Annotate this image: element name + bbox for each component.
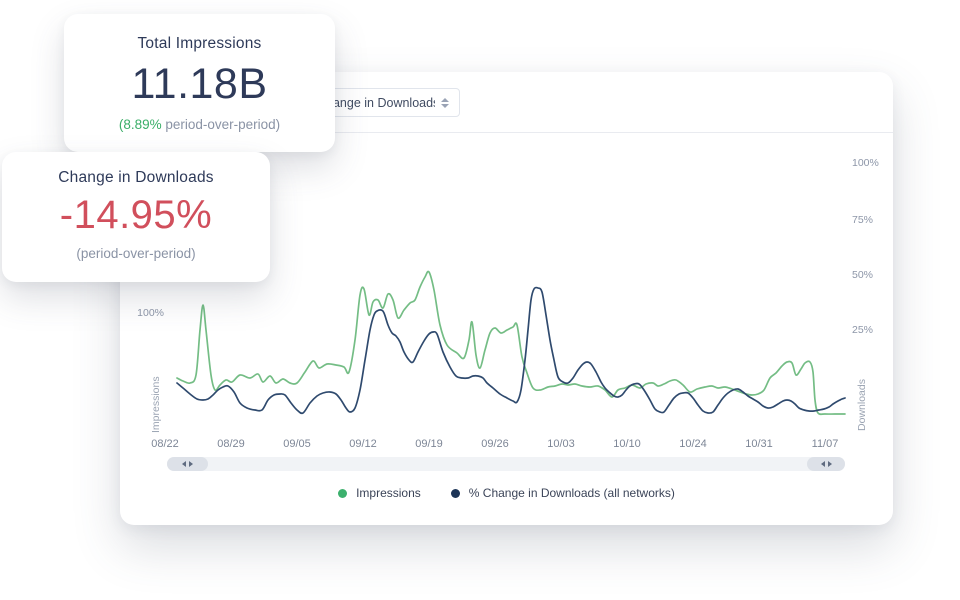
chart-legend: Impressions % Change in Downloads (all ne… (120, 486, 893, 500)
metric-dropdown-value: Change in Downloads (317, 95, 435, 110)
total-impressions-card: Total Impressions 11.18B (8.89% period-o… (64, 14, 335, 152)
change-in-downloads-card: Change in Downloads -14.95% (period-over… (2, 152, 270, 282)
chart-lines (176, 270, 846, 416)
period-change-label: period-over-period) (161, 117, 281, 132)
card-subtext: (period-over-period) (76, 246, 196, 261)
axis-tick-label: 75% (852, 214, 874, 226)
time-scrollbar-right-handle[interactable] (807, 457, 845, 471)
x-axis-label: 09/26 (481, 438, 509, 450)
time-scrollbar-track[interactable] (167, 457, 845, 471)
x-axis-label: 10/31 (745, 438, 773, 450)
x-axis-label: 09/05 (283, 438, 311, 450)
scroll-right-icon (189, 461, 193, 467)
right-axis-title: Downloads (856, 379, 868, 431)
legend-label: % Change in Downloads (all networks) (468, 486, 675, 500)
axis-tick-label: 50% (852, 269, 874, 281)
select-chevron-icon (441, 97, 449, 108)
x-axis-label: 08/22 (151, 438, 179, 450)
time-scrollbar-left-handle[interactable] (167, 457, 208, 471)
left-axis-title: Impressions (150, 376, 162, 433)
card-title: Total Impressions (137, 35, 262, 52)
period-change-value: (8.89% (118, 117, 162, 132)
x-axis-label: 09/19 (415, 438, 443, 450)
scroll-right-icon (827, 461, 832, 467)
scroll-left-icon (182, 461, 186, 467)
x-axis-label: 11/07 (811, 438, 839, 450)
axis-tick-label: 100% (137, 307, 164, 319)
legend-item[interactable]: % Change in Downloads (all networks) (450, 486, 675, 500)
x-axis-label: 10/10 (613, 438, 641, 450)
card-value: -14.95% (59, 193, 213, 237)
card-value: 11.18B (131, 60, 268, 108)
x-axis-label: 09/12 (349, 438, 377, 450)
legend-dot-icon (450, 488, 460, 498)
x-axis-label: 10/24 (679, 438, 707, 450)
chart-area: 100% 100% 75% 50% 25% Impressions Downloads… (120, 72, 893, 525)
x-axis-label: 08/29 (217, 438, 245, 450)
card-title: Change in Downloads (58, 169, 214, 186)
scroll-left-icon (820, 461, 825, 467)
legend-item[interactable]: Impressions (338, 486, 421, 500)
series-line-downloads-change (176, 286, 846, 415)
legend-dot-icon (338, 488, 348, 498)
legend-label: Impressions (356, 486, 421, 500)
card-subtext: (8.89% period-over-period) (64, 117, 335, 132)
axis-tick-label: 25% (852, 324, 874, 336)
axis-tick-label: 100% (852, 157, 879, 169)
x-axis-label: 10/03 (547, 438, 575, 450)
